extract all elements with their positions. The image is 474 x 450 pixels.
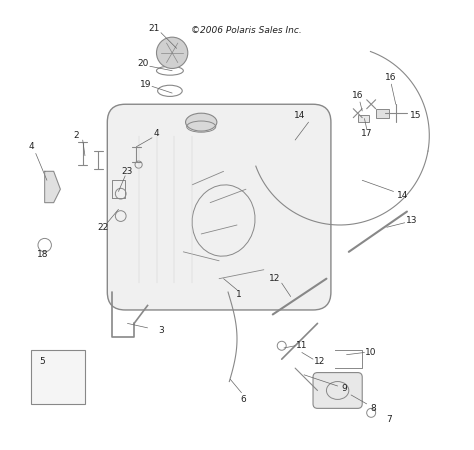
- Text: 16: 16: [352, 91, 364, 100]
- Text: 9: 9: [341, 384, 347, 393]
- Bar: [358, 116, 369, 122]
- Text: 12: 12: [314, 357, 326, 366]
- Text: 7: 7: [386, 415, 392, 424]
- Text: 4: 4: [154, 129, 159, 138]
- Text: 11: 11: [296, 341, 308, 350]
- Text: 6: 6: [241, 395, 246, 404]
- Text: 2: 2: [73, 131, 79, 140]
- Text: 12: 12: [269, 274, 281, 283]
- Text: 17: 17: [361, 129, 373, 138]
- Bar: [375, 109, 389, 117]
- Ellipse shape: [185, 113, 217, 131]
- Circle shape: [156, 37, 188, 68]
- Text: 22: 22: [97, 223, 109, 232]
- Text: 14: 14: [397, 191, 408, 200]
- Text: 14: 14: [294, 111, 305, 120]
- Text: 5: 5: [40, 357, 46, 366]
- Text: 21: 21: [148, 24, 160, 33]
- Text: 15: 15: [410, 111, 422, 120]
- Text: ©2006 Polaris Sales Inc.: ©2006 Polaris Sales Inc.: [191, 26, 301, 35]
- FancyBboxPatch shape: [107, 104, 331, 310]
- Text: 23: 23: [122, 167, 133, 176]
- Text: 18: 18: [36, 250, 48, 259]
- Polygon shape: [45, 171, 60, 202]
- Text: 1: 1: [237, 290, 242, 299]
- Text: 20: 20: [137, 59, 149, 68]
- Text: 10: 10: [365, 348, 377, 357]
- Text: 19: 19: [139, 80, 151, 89]
- Text: 16: 16: [384, 73, 396, 82]
- FancyBboxPatch shape: [313, 373, 362, 408]
- Bar: [31, 350, 85, 404]
- Text: 3: 3: [158, 326, 164, 335]
- Text: 8: 8: [371, 404, 376, 413]
- Text: 4: 4: [28, 142, 34, 151]
- Text: 13: 13: [406, 216, 417, 225]
